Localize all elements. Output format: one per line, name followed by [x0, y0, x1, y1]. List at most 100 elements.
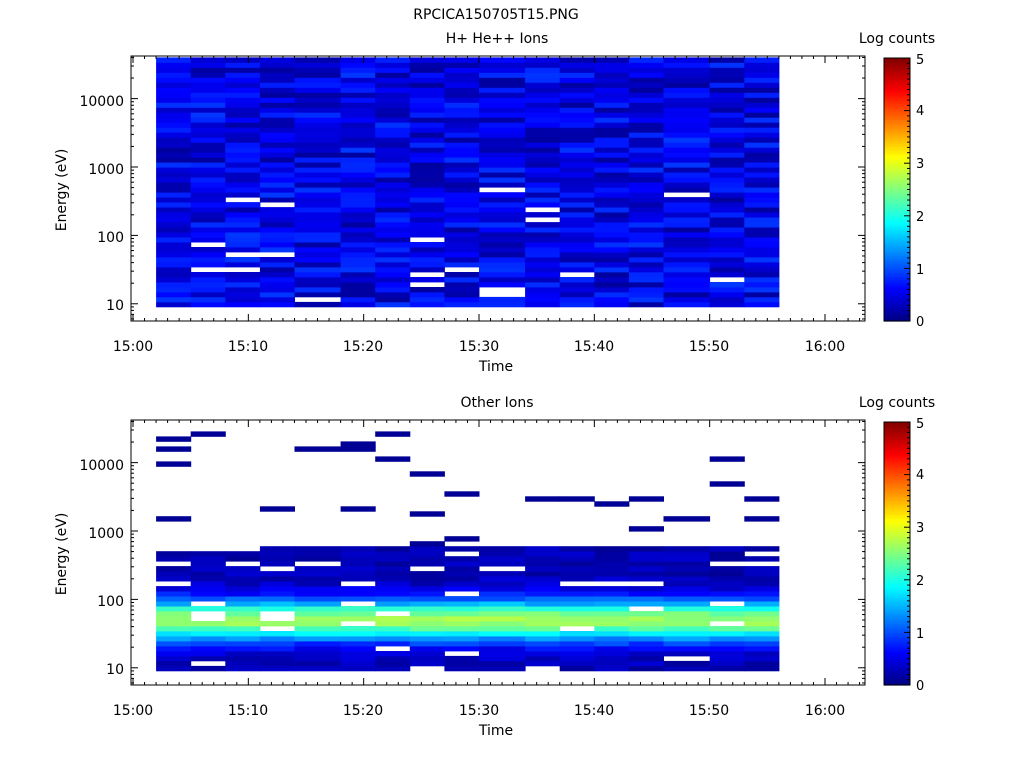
heatmap-cell — [594, 546, 630, 552]
heatmap-cell — [744, 546, 780, 552]
heatmap-cell — [259, 596, 295, 602]
heatmap-cell — [225, 207, 261, 213]
heatmap-cell — [375, 227, 411, 233]
heatmap-cell — [663, 272, 711, 278]
heatmap-cell — [294, 591, 342, 597]
heatmap-cell — [594, 296, 630, 303]
heatmap-cell — [663, 167, 711, 173]
heatmap-cell — [663, 287, 711, 293]
heatmap-cell — [156, 97, 192, 103]
heatmap-cell — [444, 117, 480, 123]
colorbar-segment — [884, 630, 910, 633]
colorbar-segment — [884, 246, 910, 250]
heatmap-cell — [525, 67, 561, 73]
heatmap-cell — [409, 301, 445, 308]
heatmap-cell — [409, 556, 445, 562]
colorbar-segment — [884, 220, 910, 223]
heatmap-cell — [479, 102, 526, 108]
heatmap-cell — [663, 581, 711, 587]
heatmap-cell — [744, 262, 780, 268]
x-tick-label: 15:10 — [228, 703, 268, 719]
heatmap-cell — [594, 117, 630, 123]
heatmap-cell — [225, 282, 261, 288]
heatmap-cell — [225, 227, 261, 233]
heatmap-cell — [375, 262, 411, 268]
heatmap-cell — [559, 187, 595, 193]
heatmap-cell — [559, 172, 595, 178]
heatmap-cell — [744, 222, 780, 228]
heatmap-cell — [479, 77, 526, 83]
colorbar-segment — [884, 654, 910, 658]
heatmap-cell — [340, 551, 376, 557]
heatmap-cell — [444, 606, 480, 612]
heatmap-cell — [340, 82, 376, 88]
colorbar-segment — [884, 487, 910, 491]
heatmap-cell — [340, 296, 376, 303]
heatmap-cell — [525, 107, 561, 113]
heatmap-cell — [744, 655, 780, 662]
heatmap-cell — [225, 237, 261, 243]
heatmap-cell — [294, 62, 342, 68]
colorbar-segment — [884, 549, 910, 552]
heatmap-cell — [525, 97, 561, 103]
heatmap-cell — [259, 192, 295, 198]
heatmap-cell — [594, 172, 630, 178]
y-tick-labels: 10 100 1000 10000 — [79, 94, 124, 314]
heatmap-cell — [628, 646, 664, 652]
heatmap-cell — [156, 72, 192, 78]
heatmap-cell — [444, 660, 480, 667]
heatmap-cell — [294, 247, 342, 253]
heatmap-cell — [594, 192, 630, 198]
heatmap-cell — [156, 621, 192, 627]
heatmap-cell — [156, 247, 192, 253]
heatmap-cell — [190, 596, 226, 602]
heatmap-cell — [225, 571, 261, 577]
colorbar-segment — [884, 566, 910, 570]
heatmap-cell — [479, 301, 526, 308]
heatmap-cell — [479, 107, 526, 113]
heatmap-cell — [594, 97, 630, 103]
colorbar-segment — [884, 496, 910, 500]
heatmap-cell — [744, 257, 780, 263]
heatmap-cell — [259, 586, 295, 592]
heatmap-cell — [628, 252, 664, 258]
heatmap-cell — [525, 291, 561, 298]
heatmap-cell — [409, 561, 445, 567]
heatmap-cell — [190, 636, 226, 642]
heatmap-cell — [375, 301, 411, 308]
colorbar-segment — [884, 678, 910, 682]
x-tick-labels: 15:00 15:10 15:20 15:30 15:40 15:50 16:0… — [113, 703, 845, 719]
colorbar-segment — [884, 503, 910, 506]
heatmap-cell — [628, 142, 664, 148]
colorbar-segment — [884, 266, 910, 269]
heatmap-cell — [259, 167, 295, 173]
heatmap-cell — [663, 202, 711, 208]
heatmap-cell — [156, 596, 192, 602]
heatmap-cell — [375, 77, 411, 83]
colorbar-segment — [884, 90, 910, 94]
heatmap-cell — [444, 202, 480, 208]
heatmap-cell — [340, 137, 376, 143]
heatmap-cell — [225, 606, 261, 612]
heatmap-cell — [663, 291, 711, 298]
heatmap-cell — [156, 102, 192, 108]
heatmap-cell — [340, 506, 376, 512]
heatmap-cell — [156, 291, 192, 298]
heatmap-cell — [628, 222, 664, 228]
heatmap-cell — [709, 142, 745, 148]
heatmap-cell — [190, 566, 226, 572]
heatmap-cell — [594, 277, 630, 283]
heatmap-cell — [444, 177, 480, 183]
colorbar-segment — [884, 571, 910, 574]
heatmap-cell — [294, 596, 342, 602]
heatmap-cell — [340, 546, 376, 552]
heatmap-cell — [190, 556, 226, 562]
heatmap-cell — [594, 182, 630, 188]
heatmap-cell — [340, 441, 376, 447]
heatmap-cell — [663, 267, 711, 273]
heatmap-cell — [444, 197, 480, 203]
heatmap-cell — [525, 571, 561, 577]
heatmap-cell — [409, 660, 445, 667]
heatmap-cell — [156, 212, 192, 218]
y-tick-label: 10 — [106, 298, 124, 314]
